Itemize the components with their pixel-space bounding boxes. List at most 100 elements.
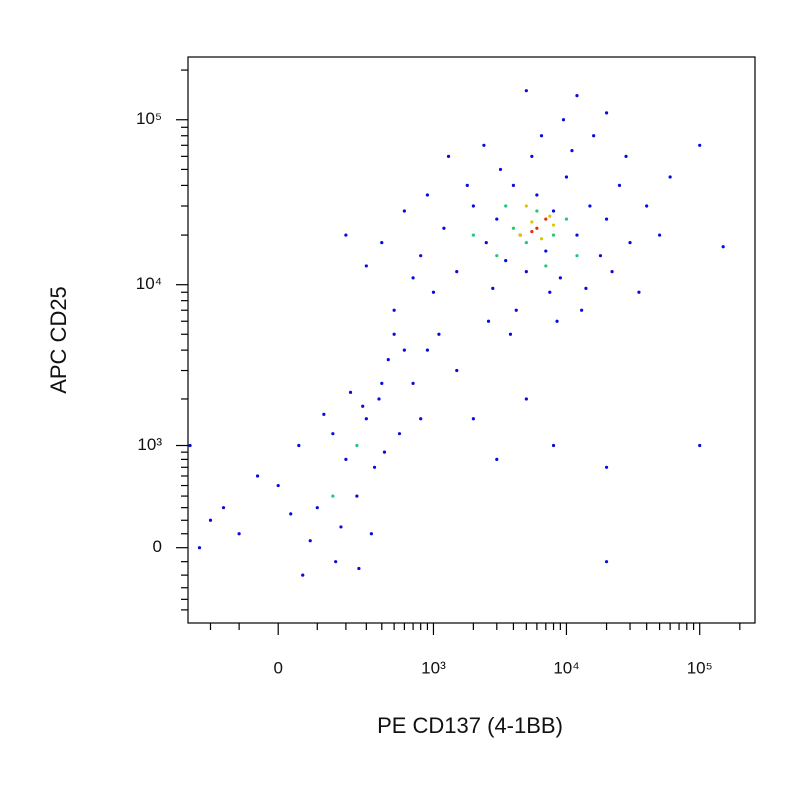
point bbox=[471, 233, 475, 237]
point bbox=[551, 233, 556, 237]
x-axis-title: PE CD137 (4-1BB) bbox=[377, 713, 563, 738]
point bbox=[411, 276, 415, 280]
point bbox=[425, 348, 430, 352]
point bbox=[486, 319, 491, 323]
point bbox=[402, 209, 406, 213]
point bbox=[535, 226, 539, 230]
point bbox=[419, 417, 423, 421]
point bbox=[437, 332, 441, 336]
point bbox=[377, 397, 381, 401]
point bbox=[364, 417, 368, 421]
point bbox=[331, 494, 335, 498]
point bbox=[588, 204, 592, 208]
point bbox=[369, 532, 373, 536]
point bbox=[425, 193, 430, 197]
point bbox=[208, 518, 213, 522]
point bbox=[604, 217, 609, 221]
point bbox=[392, 308, 396, 312]
point bbox=[372, 465, 377, 469]
point bbox=[188, 443, 192, 448]
point bbox=[357, 566, 361, 571]
point bbox=[455, 270, 459, 274]
point bbox=[482, 143, 486, 147]
point bbox=[539, 237, 544, 241]
point bbox=[289, 512, 293, 516]
point bbox=[504, 204, 508, 208]
point bbox=[465, 183, 469, 188]
point bbox=[530, 154, 534, 158]
point bbox=[698, 143, 702, 147]
point bbox=[455, 368, 459, 373]
point bbox=[380, 381, 384, 385]
point bbox=[431, 290, 436, 294]
point bbox=[530, 229, 534, 234]
plot-frame bbox=[187, 56, 756, 624]
y-tick-label: 0 bbox=[153, 537, 162, 556]
point bbox=[361, 404, 365, 408]
point bbox=[551, 209, 556, 213]
point bbox=[604, 465, 609, 469]
point bbox=[308, 539, 312, 543]
point bbox=[315, 506, 319, 510]
point bbox=[668, 175, 672, 179]
point bbox=[348, 390, 353, 394]
point bbox=[544, 249, 548, 253]
point bbox=[575, 233, 579, 237]
point bbox=[558, 276, 562, 280]
point bbox=[624, 154, 628, 158]
point bbox=[498, 167, 503, 172]
x-tick-label: 10⁴ bbox=[553, 658, 579, 677]
point bbox=[339, 525, 343, 529]
point bbox=[392, 332, 396, 336]
point bbox=[551, 223, 556, 227]
point bbox=[495, 254, 499, 258]
point bbox=[524, 204, 528, 208]
point bbox=[575, 254, 579, 258]
point bbox=[518, 233, 522, 237]
point bbox=[598, 254, 603, 258]
point bbox=[698, 443, 702, 448]
point bbox=[564, 217, 569, 221]
point bbox=[514, 308, 518, 312]
point bbox=[592, 134, 596, 138]
point bbox=[508, 332, 513, 336]
point bbox=[637, 290, 641, 294]
point bbox=[628, 241, 632, 245]
point bbox=[331, 432, 335, 436]
point bbox=[539, 134, 544, 138]
point bbox=[382, 450, 387, 454]
point bbox=[657, 233, 662, 237]
point bbox=[580, 308, 584, 312]
point bbox=[524, 89, 528, 93]
x-tick-label: 10³ bbox=[421, 658, 446, 677]
point bbox=[645, 204, 649, 208]
point bbox=[511, 226, 516, 230]
point bbox=[535, 193, 539, 197]
x-tick-label: 0 bbox=[273, 658, 282, 677]
y-tick-label: 10⁴ bbox=[136, 274, 162, 293]
point bbox=[344, 457, 348, 461]
point bbox=[197, 546, 202, 550]
point bbox=[564, 175, 569, 179]
point bbox=[276, 483, 280, 488]
y-tick-label: 10³ bbox=[137, 435, 162, 454]
point bbox=[301, 573, 305, 577]
point bbox=[355, 443, 359, 448]
point bbox=[570, 149, 574, 153]
y-axis-title: APC CD25 bbox=[46, 286, 71, 394]
point bbox=[584, 286, 588, 290]
point bbox=[604, 111, 609, 115]
point bbox=[555, 319, 559, 323]
point bbox=[355, 494, 359, 498]
point bbox=[411, 381, 415, 385]
point bbox=[604, 560, 609, 564]
point bbox=[551, 443, 556, 448]
point bbox=[471, 204, 475, 208]
point bbox=[322, 412, 326, 416]
point bbox=[297, 443, 301, 448]
point bbox=[524, 397, 528, 401]
point bbox=[442, 226, 446, 230]
point bbox=[334, 560, 338, 564]
